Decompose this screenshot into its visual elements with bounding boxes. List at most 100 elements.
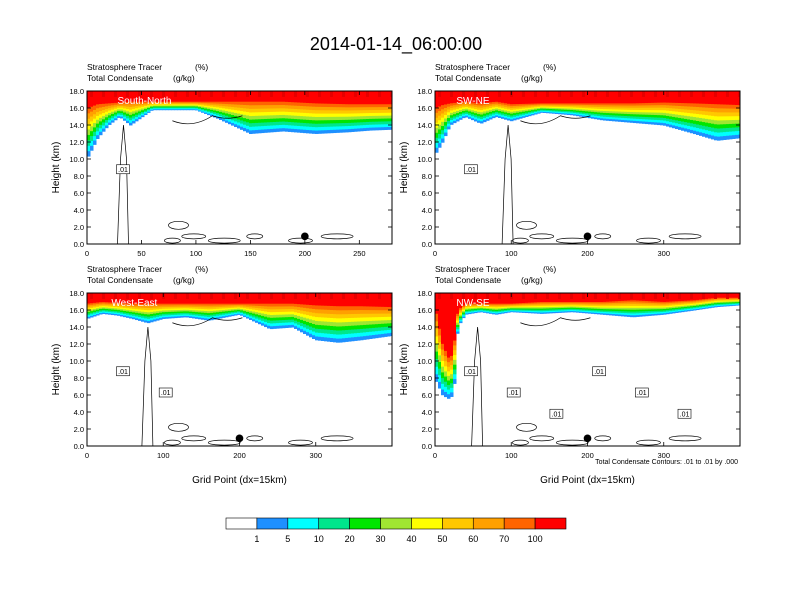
tracer-cell	[588, 310, 592, 313]
tracer-cell	[612, 310, 616, 313]
tracer-cell	[186, 102, 190, 104]
tracer-cell	[279, 314, 283, 318]
tracer-cell	[522, 108, 526, 111]
tracer-cell	[711, 127, 715, 132]
tracer-cell	[474, 112, 478, 116]
tracer-cell	[87, 145, 91, 152]
tracer-cell	[525, 304, 529, 307]
tracer-cell	[345, 333, 349, 338]
tracer-cell	[606, 110, 610, 114]
tracer-cell	[159, 306, 163, 310]
tracer-cell	[609, 308, 613, 311]
tracer-cell	[87, 293, 91, 304]
tracer-cell	[501, 293, 505, 304]
tracer-cell	[654, 304, 658, 307]
tracer-cell	[642, 312, 646, 315]
tracer-cell	[729, 108, 733, 113]
tracer-cell	[696, 120, 700, 125]
tracer-cell	[279, 91, 283, 102]
tracer-cell	[564, 306, 568, 308]
tracer-cell	[633, 102, 637, 106]
tracer-cell	[255, 108, 259, 113]
tracer-cell	[561, 302, 565, 305]
tracer-cell	[384, 118, 388, 122]
tracer-cell	[252, 108, 256, 113]
tracer-cell	[375, 118, 379, 122]
tracer-cell	[234, 309, 238, 312]
tracer-cell	[258, 108, 262, 113]
tracer-cell	[162, 103, 166, 105]
tracer-cell	[492, 101, 496, 104]
tracer-cell	[726, 301, 730, 303]
tracer-cell	[705, 303, 709, 306]
tracer-cell	[720, 123, 724, 129]
tracer-cell	[234, 304, 238, 307]
colorbar-label: 100	[528, 534, 543, 544]
tracer-cell	[726, 131, 730, 136]
tracer-cell	[585, 91, 589, 104]
tracer-cell	[297, 324, 301, 328]
tracer-cell	[252, 318, 256, 322]
tracer-cell	[555, 104, 559, 106]
tracer-cell	[390, 115, 392, 119]
tracer-cell	[660, 293, 664, 302]
tracer-cell	[735, 300, 739, 303]
tracer-cell	[459, 315, 463, 319]
tracer-cell	[228, 293, 232, 304]
tracer-cell	[150, 313, 154, 317]
tracer-cell	[636, 307, 640, 310]
tracer-cell	[648, 305, 652, 308]
tracer-cell	[633, 301, 637, 305]
tracer-cell	[630, 107, 634, 110]
tracer-cell	[690, 119, 694, 124]
tracer-cell	[675, 111, 679, 115]
tracer-cell	[147, 318, 151, 321]
tracer-cell	[189, 307, 193, 311]
tracer-cell	[600, 312, 604, 315]
tracer-cell	[141, 309, 145, 312]
tracer-cell	[477, 309, 481, 311]
tracer-cell	[303, 293, 307, 305]
tracer-cell	[291, 118, 295, 123]
tracer-cell	[252, 129, 256, 134]
tracer-cell	[474, 102, 478, 105]
tracer-cell	[303, 109, 307, 113]
tracer-cell	[342, 313, 346, 319]
tracer-cell	[342, 103, 346, 108]
tracer-cell	[153, 104, 157, 107]
tracer-cell	[510, 111, 514, 114]
tracer-cell	[135, 107, 139, 111]
tracer-cell	[186, 105, 190, 108]
tracer-cell	[705, 122, 709, 127]
tracer-cell	[150, 102, 154, 104]
tracer-cell	[654, 107, 658, 111]
x-tick-label: 100	[190, 249, 203, 258]
tracer-cell	[480, 293, 484, 304]
y-tick-label: 8.0	[74, 374, 84, 383]
tracer-cell	[219, 101, 223, 104]
tracer-cell	[510, 309, 514, 312]
tracer-cell	[435, 112, 439, 118]
tracer-cell	[333, 313, 337, 319]
tracer-cell	[657, 293, 661, 302]
tracer-cell	[306, 304, 310, 309]
tracer-cell	[657, 112, 661, 116]
tracer-cell	[525, 109, 529, 112]
tracer-cell	[114, 302, 118, 305]
tracer-cell	[474, 293, 477, 299]
tracer-cell	[564, 102, 568, 105]
tracer-cell	[708, 103, 712, 108]
tracer-cell	[510, 107, 514, 110]
tracer-cell	[309, 326, 313, 331]
tracer-cell	[546, 111, 550, 114]
tracer-cell	[255, 315, 259, 319]
tracer-cell	[450, 119, 454, 123]
tracer-cell	[276, 114, 280, 119]
tracer-cell	[267, 316, 271, 321]
tracer-cell	[531, 304, 535, 307]
x-tick-label: 200	[581, 451, 594, 460]
tracer-cell	[237, 104, 241, 108]
tracer-cell	[552, 107, 556, 110]
tracer-cell	[690, 106, 694, 110]
tracer-cell	[363, 331, 367, 337]
